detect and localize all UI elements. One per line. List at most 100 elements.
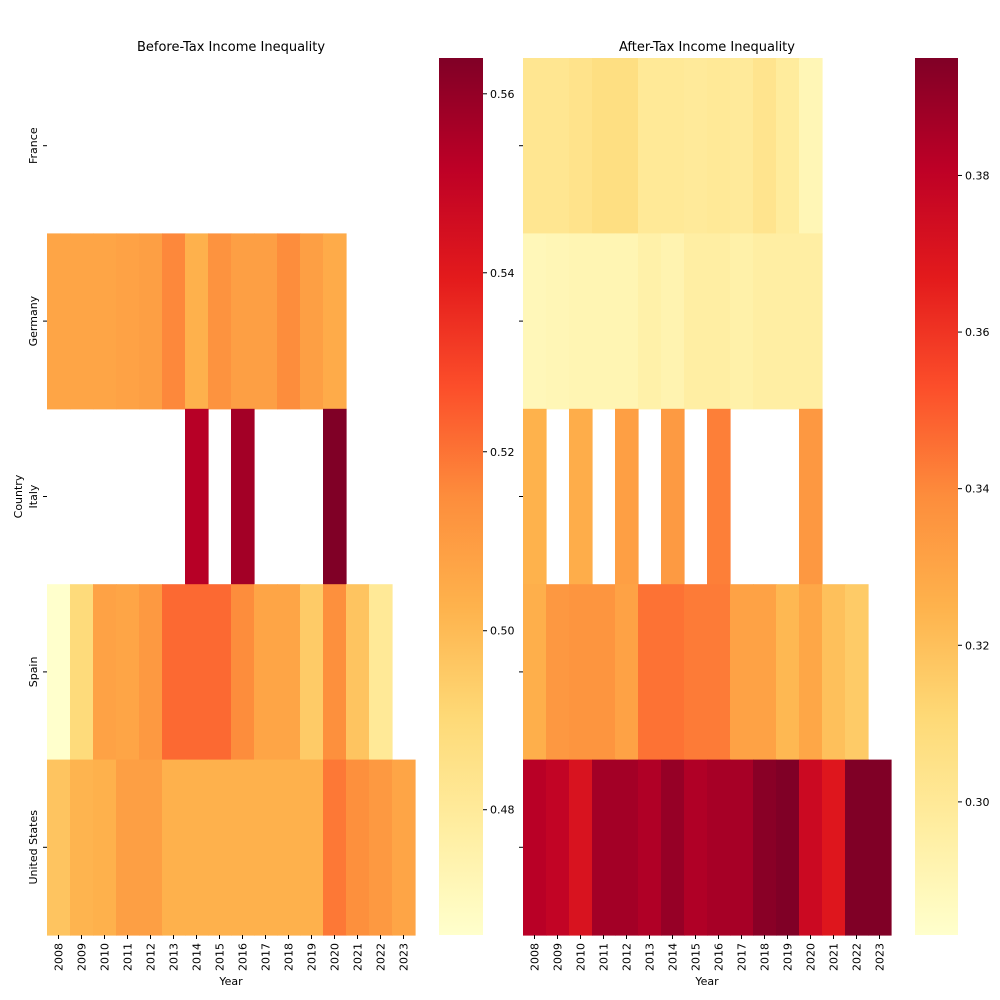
heatmap-cell	[638, 584, 662, 761]
x-tick-label: 2017	[260, 943, 273, 971]
heatmap-cell	[139, 233, 163, 410]
heatmap-cell	[684, 584, 708, 761]
x-tick-label: 2011	[122, 943, 135, 971]
heatmap-cell	[661, 408, 685, 585]
colorbar-tick-label: 0.32	[965, 639, 990, 652]
heatmap-cell	[116, 584, 140, 761]
heatmap-cell	[546, 233, 570, 410]
heatmap-cell	[661, 233, 685, 410]
heatmap-cell	[615, 58, 639, 234]
heatmap-cell	[730, 759, 754, 936]
heatmap-cell	[523, 408, 547, 585]
heatmap-cell	[300, 759, 324, 936]
heatmap-cell	[684, 58, 708, 234]
heatmap-cell	[162, 584, 186, 761]
colorbar-tick-label: 0.38	[965, 169, 990, 182]
heatmap-cell	[208, 759, 232, 936]
heatmap-cell	[70, 584, 94, 761]
heatmap-cell	[569, 759, 593, 936]
heatmap-cell	[346, 584, 370, 761]
heatmap-cell	[569, 58, 593, 234]
heatmap-cell	[185, 408, 209, 585]
heatmap-cell	[615, 408, 639, 585]
heatmap-cell	[799, 233, 823, 410]
heatmap-cell	[116, 233, 140, 410]
heatmap-cell	[546, 58, 570, 234]
heatmap-cell	[392, 759, 416, 936]
x-tick-label: 2012	[145, 943, 158, 971]
x-axis-label: Year	[218, 975, 243, 988]
heatmap-cell	[323, 233, 347, 410]
heatmap-cell	[730, 584, 754, 761]
heatmap-cell	[592, 233, 616, 410]
colorbar-tick-label: 0.52	[490, 446, 515, 459]
heatmap-cell	[822, 584, 846, 761]
heatmap-cell	[93, 584, 117, 761]
heatmap-cell	[523, 233, 547, 410]
heatmap-cell	[638, 58, 662, 234]
x-tick-label: 2008	[529, 943, 542, 971]
x-tick-label: 2019	[782, 943, 795, 971]
heatmap-cell	[569, 408, 593, 585]
heatmap-cell	[592, 759, 616, 936]
heatmap-cell	[730, 58, 754, 234]
heatmap-cell	[753, 759, 777, 936]
heatmap-cell	[730, 233, 754, 410]
heatmap-cell	[615, 233, 639, 410]
heatmap-cell	[822, 759, 846, 936]
heatmap-cell	[845, 584, 869, 761]
heatmap-cell	[523, 759, 547, 936]
heatmap-cell	[707, 584, 731, 761]
colorbar-tick-label: 0.34	[965, 483, 990, 496]
colorbar-tick-label: 0.56	[490, 88, 515, 101]
x-tick-label: 2022	[851, 943, 864, 971]
x-tick-label: 2020	[805, 943, 818, 971]
colorbar-tick-label: 0.36	[965, 326, 990, 339]
colorbar-tick-label: 0.30	[965, 796, 990, 809]
heatmap-cell	[369, 584, 393, 761]
x-tick-label: 2008	[53, 943, 66, 971]
heatmap-cell	[684, 233, 708, 410]
x-axis-label: Year	[694, 975, 719, 988]
heatmap-cell	[277, 233, 301, 410]
x-tick-label: 2021	[828, 943, 841, 971]
x-tick-label: 2009	[76, 943, 89, 971]
heatmap-cell	[569, 584, 593, 761]
y-tick-label: United States	[27, 810, 40, 885]
heatmap-cell	[799, 58, 823, 234]
heatmap-cell	[684, 759, 708, 936]
heatmap-cell	[845, 759, 869, 936]
heatmap-cell	[162, 233, 186, 410]
heatmap-cell	[592, 58, 616, 234]
x-tick-label: 2018	[283, 943, 296, 971]
y-tick-label: Germany	[27, 295, 40, 346]
x-tick-label: 2013	[644, 943, 657, 971]
x-tick-label: 2017	[736, 943, 749, 971]
heatmap-cell	[47, 584, 71, 761]
x-tick-label: 2014	[667, 943, 680, 971]
x-tick-label: 2012	[621, 943, 634, 971]
x-tick-label: 2015	[690, 943, 703, 971]
heatmap-cell	[799, 584, 823, 761]
heatmap-cell	[615, 759, 639, 936]
heatmap-cell	[323, 584, 347, 761]
heatmap-panel-2: After-Tax Income Inequality 2008 2009 2010 2…	[519, 40, 990, 988]
heatmap-cell	[799, 408, 823, 585]
heatmap-cell	[93, 759, 117, 936]
heatmap-cell	[707, 408, 731, 585]
heatmap-cell	[346, 759, 370, 936]
heatmap-cell	[185, 759, 209, 936]
heatmap-cell	[231, 233, 255, 410]
heatmap-cell	[185, 233, 209, 410]
heatmap-cell	[185, 584, 209, 761]
heatmap-cell	[753, 584, 777, 761]
x-tick-label: 2020	[329, 943, 342, 971]
x-tick-label: 2014	[191, 943, 204, 971]
heatmap-cell	[300, 233, 324, 410]
heatmap-cell	[47, 233, 71, 410]
x-tick-label: 2023	[398, 943, 411, 971]
heatmap-cell	[523, 58, 547, 234]
heatmap-cell	[208, 233, 232, 410]
x-tick-label: 2011	[598, 943, 611, 971]
